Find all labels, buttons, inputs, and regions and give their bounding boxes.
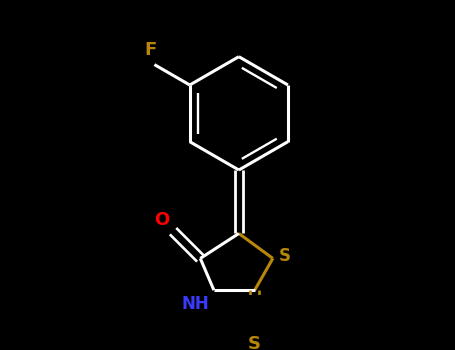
- Text: NH: NH: [182, 295, 209, 313]
- Text: S: S: [248, 336, 261, 350]
- Text: O: O: [154, 211, 169, 229]
- Text: F: F: [145, 41, 157, 59]
- Text: S: S: [278, 247, 290, 265]
